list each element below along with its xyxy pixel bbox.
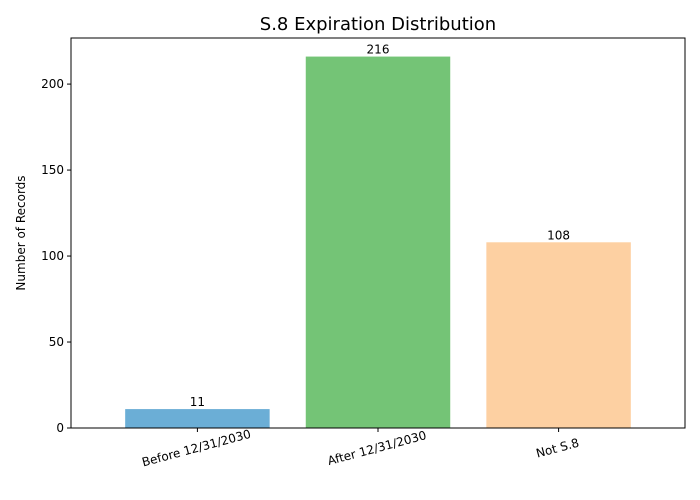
- bar-2: [486, 242, 631, 428]
- x-tick-label-2: Not S.8: [535, 436, 581, 461]
- y-tick-label-3: 150: [41, 163, 64, 177]
- y-tick-label-4: 200: [41, 77, 64, 91]
- bar-1: [305, 56, 451, 428]
- data-label-0: 11: [190, 395, 205, 409]
- y-tick-label-0: 0: [56, 421, 64, 435]
- y-tick-label-1: 50: [49, 335, 64, 349]
- chart-title: S.8 Expiration Distribution: [260, 14, 496, 35]
- x-tick-label-0: Before 12/31/2030: [140, 427, 252, 470]
- data-label-1: 216: [367, 43, 390, 57]
- y-axis-label: Number of Records: [14, 175, 28, 290]
- data-label-2: 108: [547, 228, 570, 242]
- x-tick-label-1: After 12/31/2030: [326, 428, 428, 468]
- y-tick-label-2: 100: [41, 249, 64, 263]
- bar-0: [125, 409, 270, 428]
- plot-frame: [70, 37, 686, 429]
- plot-area: 11 Before 12/31/2030 216 After 12/31/2030 10…: [41, 37, 686, 470]
